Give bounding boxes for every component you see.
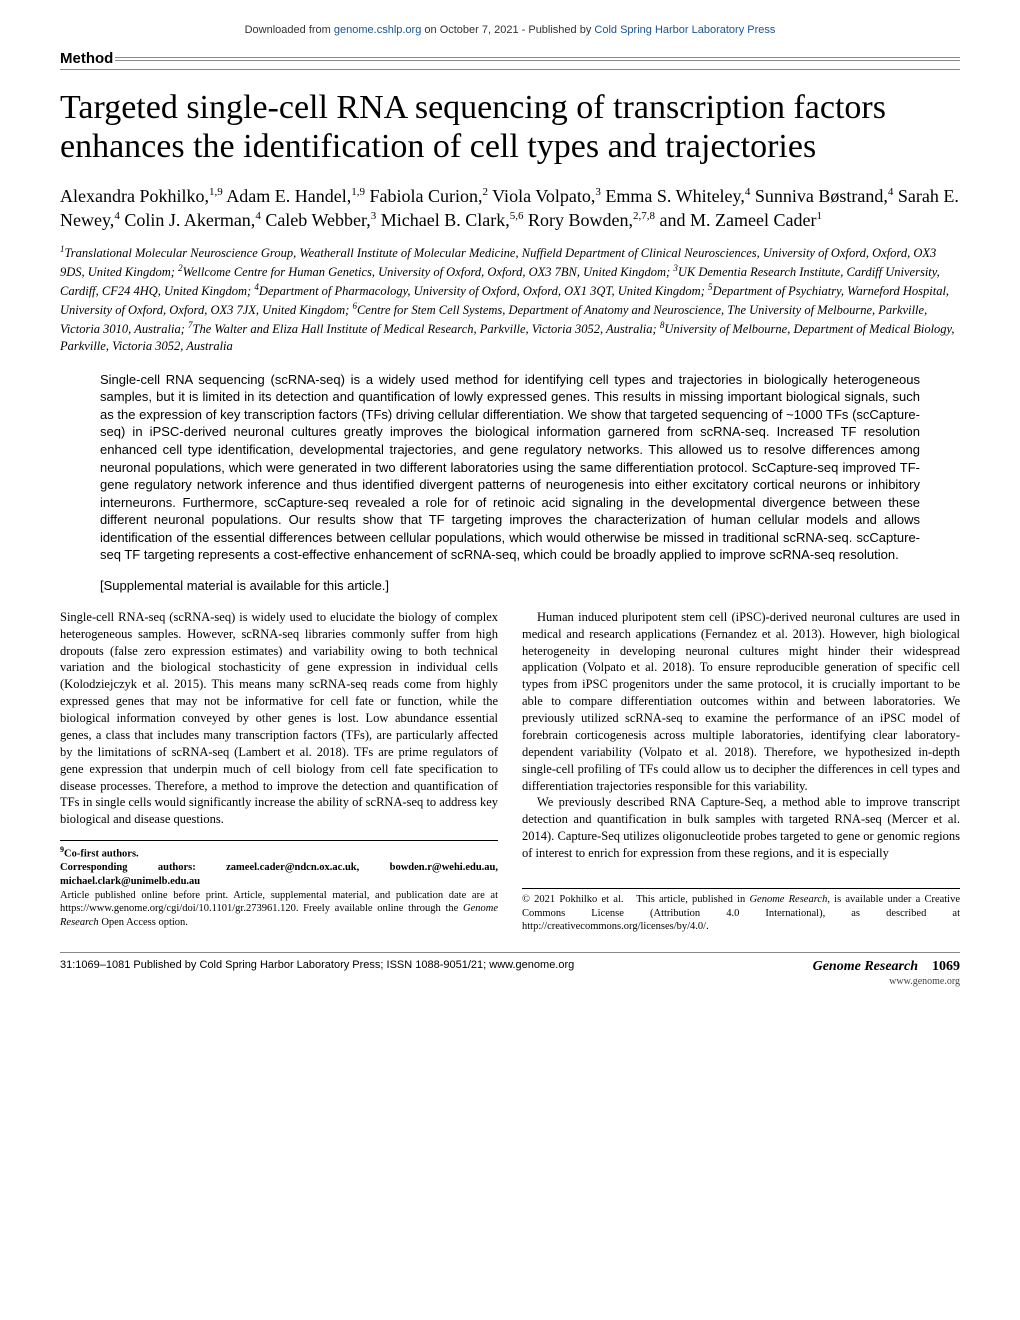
download-link-2[interactable]: Cold Spring Harbor Laboratory Press <box>594 24 775 36</box>
affiliations: 1Translational Molecular Neuroscience Gr… <box>60 243 960 355</box>
section-label: Method <box>60 50 960 70</box>
section-label-text: Method <box>60 50 113 67</box>
body-paragraph: Single-cell RNA-seq (scRNA-seq) is widel… <box>60 609 498 828</box>
authors: Alexandra Pokhilko,1,9 Adam E. Handel,1,… <box>60 184 960 233</box>
footer-pagenum: 1069 <box>932 959 960 974</box>
corresponding-label: Corresponding authors: <box>60 862 226 873</box>
body-columns: Single-cell RNA-seq (scRNA-seq) is widel… <box>60 609 960 934</box>
article-info: Article published online before print. A… <box>60 889 498 930</box>
footer-journal: Genome Research <box>813 959 918 974</box>
download-mid: on October 7, 2021 - Published by <box>421 24 594 36</box>
footer-right: Genome Research 1069 www.genome.org <box>813 959 960 987</box>
download-link-1[interactable]: genome.cshlp.org <box>334 24 421 36</box>
download-prefix: Downloaded from <box>245 24 334 36</box>
footer-url: www.genome.org <box>889 976 960 987</box>
abstract: Single-cell RNA sequencing (scRNA-seq) i… <box>100 371 920 564</box>
right-column: Human induced pluripotent stem cell (iPS… <box>522 609 960 934</box>
footnotes-right: © 2021 Pokhilko et al. This article, pub… <box>522 888 960 934</box>
supplemental-note: [Supplemental material is available for … <box>100 578 920 593</box>
page-footer: 31:1069–1081 Published by Cold Spring Ha… <box>60 952 960 987</box>
corresponding-line: Corresponding authors: zameel.cader@ndcn… <box>60 861 498 888</box>
article-title: Targeted single-cell RNA sequencing of t… <box>60 88 960 166</box>
footnotes-left: 9Co-first authors. Corresponding authors… <box>60 840 498 929</box>
left-column: Single-cell RNA-seq (scRNA-seq) is widel… <box>60 609 498 934</box>
body-paragraph: Human induced pluripotent stem cell (iPS… <box>522 609 960 795</box>
body-paragraph: We previously described RNA Capture-Seq,… <box>522 794 960 862</box>
footer-left: 31:1069–1081 Published by Cold Spring Ha… <box>60 959 574 971</box>
cofirst-note: 9Co-first authors. <box>60 845 498 861</box>
download-bar: Downloaded from genome.cshlp.org on Octo… <box>60 20 960 40</box>
